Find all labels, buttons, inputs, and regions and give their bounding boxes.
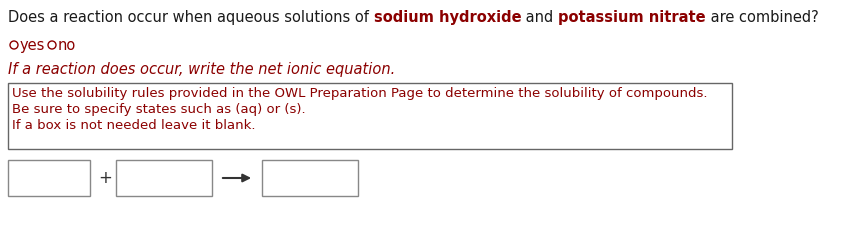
- Text: +: +: [98, 169, 112, 187]
- Text: Be sure to specify states such as (aq) or (s).: Be sure to specify states such as (aq) o…: [12, 103, 305, 116]
- FancyBboxPatch shape: [8, 160, 90, 196]
- Text: Does a reaction occur when aqueous solutions of: Does a reaction occur when aqueous solut…: [8, 10, 373, 25]
- FancyBboxPatch shape: [116, 160, 212, 196]
- Text: and: and: [521, 10, 558, 25]
- Text: sodium hydroxide: sodium hydroxide: [373, 10, 521, 25]
- FancyBboxPatch shape: [8, 83, 732, 149]
- Text: If a box is not needed leave it blank.: If a box is not needed leave it blank.: [12, 119, 256, 132]
- Text: Use the solubility rules provided in the OWL Preparation Page to determine the s: Use the solubility rules provided in the…: [12, 87, 708, 100]
- Text: If a reaction does occur, write the net ionic equation.: If a reaction does occur, write the net …: [8, 62, 396, 77]
- Text: are combined?: are combined?: [705, 10, 819, 25]
- Text: yes: yes: [20, 38, 45, 53]
- FancyBboxPatch shape: [262, 160, 358, 196]
- Text: potassium nitrate: potassium nitrate: [558, 10, 705, 25]
- Text: no: no: [58, 38, 76, 53]
